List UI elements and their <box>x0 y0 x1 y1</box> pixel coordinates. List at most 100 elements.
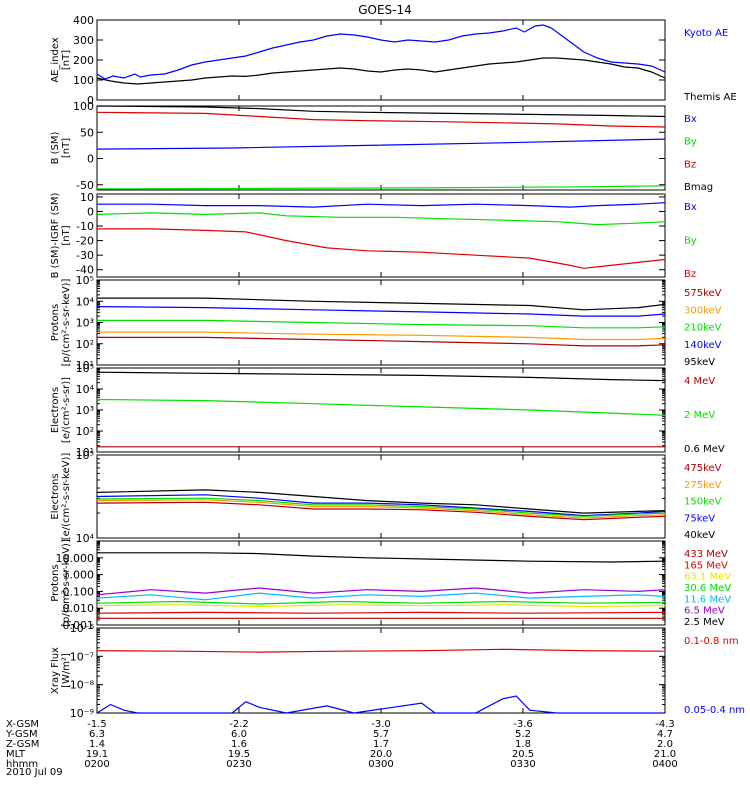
legend-entry: 210keV <box>684 323 722 334</box>
y-tick-label: 10¹ <box>76 359 94 372</box>
y-tick-label: 10¹ <box>76 446 94 459</box>
y-tick-label: 0.001 <box>63 619 95 632</box>
footer-value: 20.0 <box>370 749 392 760</box>
legend-entry: 150keV <box>684 497 722 508</box>
legend-entry: 2.5 MeV <box>684 617 725 628</box>
series-line-kyoto-ae <box>96 24 666 80</box>
footer-value: 0330 <box>510 759 535 770</box>
legend-entry: 11.6 MeV <box>684 594 731 605</box>
y-tick-label: 10.000 <box>56 552 95 565</box>
y-tick-label: 1.000 <box>63 569 95 582</box>
y-tick-label: 400 <box>73 14 94 27</box>
footer-value: 20.5 <box>512 749 534 760</box>
series-line-30-6-mev <box>96 600 666 605</box>
legend-entry: 140keV <box>684 340 722 351</box>
y-tick-label: 0 <box>87 94 94 107</box>
series-line-95kev <box>97 297 666 311</box>
legend-entry: 165 MeV <box>684 560 728 571</box>
series-line-575kev <box>97 336 666 347</box>
series-line-0-6-mev <box>96 371 666 382</box>
y-tick-label: 50 <box>80 126 94 139</box>
y-tick-label: 100 <box>73 100 94 113</box>
footer-value: 4.7 <box>657 729 673 740</box>
series-line-140kev <box>96 306 666 317</box>
series-line-40kev <box>96 489 666 514</box>
y-axis-label: Electrons <box>50 473 61 519</box>
panel-5: 10⁴ 10⁵ Electrons [e/(cm²-s-sr-keV)] 475keV 2… <box>50 449 722 545</box>
panel-frame <box>96 627 666 714</box>
y-tick-label: 300 <box>73 34 94 47</box>
footer-value: 19.5 <box>228 749 250 760</box>
footer-row-label: Y-GSM <box>5 729 38 740</box>
legend-entry: 30.6 MeV <box>684 583 731 594</box>
y-tick-label: -50 <box>76 179 94 192</box>
y-axis-label: [nT] <box>61 138 72 158</box>
series-line-150kev <box>96 497 666 518</box>
y-axis-label: [p/(cm²-s-sr-keV)] <box>61 539 72 627</box>
y-tick-label: 10⁻⁷ <box>70 650 94 663</box>
series-line-210kev <box>97 319 666 329</box>
y-tick-label: 200 <box>73 54 94 67</box>
y-tick-label: 10³ <box>76 317 94 330</box>
y-axis-label: AE_index <box>50 37 61 83</box>
legend-entry: 40keV <box>684 530 715 541</box>
legend-entry: Bx <box>684 202 697 213</box>
series-line-0-05-0-4-nm <box>96 695 665 714</box>
y-tick-label: 10⁵ <box>76 449 94 462</box>
y-axis-label: [e/(cm²-s-sr-keV)] <box>61 453 72 541</box>
legend-entry: By <box>684 236 697 247</box>
y-tick-label: 10⁴ <box>76 383 95 396</box>
footer-value: 0200 <box>84 759 109 770</box>
footer-value: 6.3 <box>89 729 105 740</box>
panel-3: 10¹ 10² 10³ 10⁴ 10⁵ Protons [p/(cm²-s-sr-keV)]… <box>50 274 722 372</box>
y-axis-label: Protons <box>50 304 61 341</box>
y-tick-label: 10 <box>80 191 94 204</box>
y-axis-label: Protons <box>50 564 61 601</box>
footer-value: -1.5 <box>87 719 107 730</box>
series-line-themis-ae <box>96 57 666 85</box>
y-tick-label: 10⁵ <box>76 274 94 287</box>
legend-entry: Kyoto AE <box>684 28 728 39</box>
legend-entry: 75keV <box>684 513 715 524</box>
footer-value: -3.6 <box>513 719 533 730</box>
footer-row-label: X-GSM <box>6 719 39 730</box>
footer-row-label: hhmm <box>6 759 38 770</box>
series-line-63-1-mev <box>96 604 666 608</box>
y-tick-label: -20 <box>76 235 94 248</box>
footer-row-label: MLT <box>6 749 26 760</box>
legend-entry: 475keV <box>684 463 722 474</box>
legend-entry: 63.1 MeV <box>684 572 731 583</box>
footer-value: -2.2 <box>229 719 249 730</box>
series-line-by <box>96 185 666 190</box>
y-tick-label: 0 <box>87 205 94 218</box>
y-tick-label: 10² <box>76 338 94 351</box>
footer-value: 0400 <box>652 759 677 770</box>
legend-entry: Bz <box>684 269 696 280</box>
footer-value: 1.8 <box>515 739 531 750</box>
y-tick-label: 10³ <box>76 404 94 417</box>
footer-value: 19.1 <box>86 749 108 760</box>
legend-entry: Bx <box>684 114 697 125</box>
series-line-475kev <box>96 501 666 521</box>
panel-7: 10⁻⁹ 10⁻⁸ 10⁻⁷ 10⁻⁶ Xray Flux [W/m²] 0.1-0.8 n… <box>50 622 745 720</box>
legend-entry: 0.05-0.4 nm <box>684 705 745 716</box>
panel-2: -40 -30-20 -10 010 B (SM)-IGRF (SM) [nT] Bx By B… <box>50 191 697 280</box>
y-axis-label: B (SM)-IGRF (SM) <box>50 193 61 279</box>
series-line-2-5-mev <box>97 552 666 563</box>
legend-entry: 2 MeV <box>684 410 715 421</box>
series-line-0-1-0-8-nm <box>96 648 666 653</box>
footer-value: 5.7 <box>373 729 389 740</box>
footer-value: 1.6 <box>231 739 247 750</box>
footer-value: 1.4 <box>89 739 105 750</box>
footer-value: 6.0 <box>231 729 247 740</box>
y-tick-label: -10 <box>76 220 94 233</box>
footer-value: 2.0 <box>657 739 673 750</box>
series-line-75kev <box>96 494 666 517</box>
y-tick-label: 10⁴ <box>76 295 95 308</box>
y-tick-label: 100 <box>73 74 94 87</box>
series-line-275kev <box>96 499 666 519</box>
y-tick-label: 10⁻⁸ <box>70 679 95 692</box>
series-line-bz <box>96 111 666 128</box>
y-axis-label: [p/(cm²-s-sr-keV)] <box>61 279 72 367</box>
